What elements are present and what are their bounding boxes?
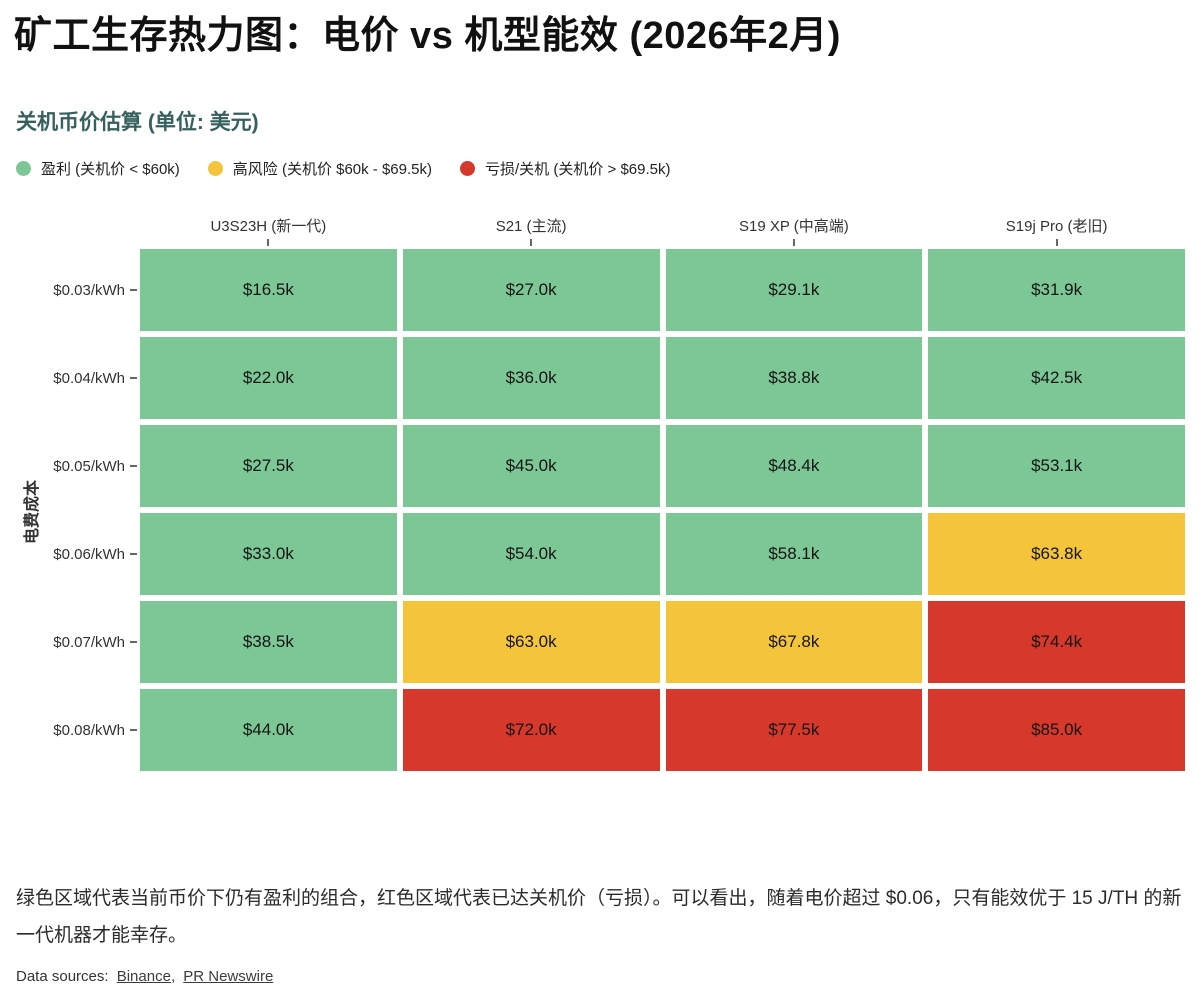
column-header: S21 (主流) xyxy=(400,212,663,246)
row-label: $0.06/kWh xyxy=(0,510,137,598)
heatmap-cell: $48.4k xyxy=(662,422,926,510)
heatmap-cell: $77.5k xyxy=(662,686,926,774)
legend-item: 亏损/关机 (关机价 > $69.5k) xyxy=(460,158,670,179)
row-label: $0.04/kWh xyxy=(0,334,137,422)
x-axis-tick xyxy=(792,239,795,246)
legend-label: 亏损/关机 (关机价 > $69.5k) xyxy=(485,161,671,178)
y-axis-tick xyxy=(130,641,137,643)
legend: 盈利 (关机价 < $60k) 高风险 (关机价 $60k - $69.5k) 亏损… xyxy=(16,158,670,179)
column-header-label: S19j Pro (老旧) xyxy=(1005,218,1108,235)
row-label: $0.08/kWh xyxy=(0,686,137,774)
footer-note: 绿色区域代表当前币价下仍有盈利的组合，红色区域代表已达关机价（亏损）。可以看出，… xyxy=(16,888,1182,947)
heatmap-cell: $67.8k xyxy=(662,598,926,686)
legend-item: 高风险 (关机价 $60k - $69.5k) xyxy=(207,158,433,179)
y-axis-tick xyxy=(130,289,137,291)
heatmap-cell: $36.0k xyxy=(399,334,663,422)
heatmap-cell: $53.1k xyxy=(925,422,1188,510)
heatmap-cell: $85.0k xyxy=(925,686,1188,774)
heatmap-cell: $63.8k xyxy=(925,510,1188,598)
y-axis-tick xyxy=(130,465,137,467)
column-header: S19 XP (中高端) xyxy=(663,212,926,246)
y-axis-tick xyxy=(130,377,137,379)
heatmap-cell: $72.0k xyxy=(399,686,663,774)
heatmap-cell: $33.0k xyxy=(137,510,400,598)
heatmap-cell: $63.0k xyxy=(399,598,663,686)
row-label-text: $0.08/kWh xyxy=(53,721,125,739)
heatmap-cell: $38.8k xyxy=(662,334,926,422)
row-label-text: $0.06/kWh xyxy=(53,545,125,563)
heatmap-grid: U3S23H (新一代) S21 (主流) S19 XP (中高端) S19j Pro… xyxy=(0,212,1188,774)
heatmap-cell: $58.1k xyxy=(662,510,926,598)
row-label-text: $0.05/kWh xyxy=(53,457,125,475)
row-label: $0.03/kWh xyxy=(0,246,137,334)
sources-separator: , xyxy=(170,968,176,985)
heatmap-chart: U3S23H (新一代) S21 (主流) S19 XP (中高端) S19j Pro… xyxy=(0,212,1188,774)
row-label: $0.07/kWh xyxy=(0,598,137,686)
x-axis-tick xyxy=(267,239,270,246)
column-header-label: U3S23H (新一代) xyxy=(210,218,327,235)
heatmap-cell: $54.0k xyxy=(399,510,663,598)
chart-subtitle: 关机币价估算 (单位: 美元) xyxy=(16,111,259,134)
heatmap-cell: $27.0k xyxy=(399,246,663,334)
row-label-text: $0.03/kWh xyxy=(53,281,125,299)
heatmap-cell: $42.5k xyxy=(925,334,1188,422)
heatmap-cell: $22.0k xyxy=(137,334,400,422)
source-link-binance[interactable]: Binance xyxy=(116,968,171,985)
heatmap-cell: $74.4k xyxy=(925,598,1188,686)
legend-dot-risk-icon xyxy=(207,161,223,176)
sources-prefix: Data sources: xyxy=(16,968,109,985)
legend-label: 高风险 (关机价 $60k - $69.5k) xyxy=(232,161,433,178)
heatmap-cell: $29.1k xyxy=(662,246,926,334)
heatmap-cell: $16.5k xyxy=(137,246,400,334)
source-link-prnewswire[interactable]: PR Newswire xyxy=(183,968,274,985)
row-label-text: $0.07/kWh xyxy=(53,633,125,651)
axis-corner xyxy=(0,212,137,246)
legend-item: 盈利 (关机价 < $60k) xyxy=(16,158,180,179)
heatmap-cell: $45.0k xyxy=(399,422,663,510)
column-header: S19j Pro (老旧) xyxy=(925,212,1188,246)
heatmap-cell: $31.9k xyxy=(925,246,1188,334)
row-label-text: $0.04/kWh xyxy=(53,369,125,387)
legend-dot-profit-icon xyxy=(16,161,31,176)
heatmap-cell: $44.0k xyxy=(137,686,400,774)
legend-label: 盈利 (关机价 < $60k) xyxy=(41,161,180,178)
data-sources: Data sources: Binance, PR Newswire xyxy=(16,968,273,985)
heatmap-cell: $38.5k xyxy=(137,598,400,686)
column-header-label: S19 XP (中高端) xyxy=(738,218,849,235)
y-axis-tick xyxy=(130,553,137,555)
page-title: 矿工生存热力图：电价 vs 机型能效 (2026年2月) xyxy=(14,15,841,57)
row-label: $0.05/kWh xyxy=(0,422,137,510)
column-header: U3S23H (新一代) xyxy=(137,212,400,246)
y-axis-tick xyxy=(130,729,137,731)
legend-dot-loss-icon xyxy=(460,161,476,176)
heatmap-cell: $27.5k xyxy=(137,422,400,510)
x-axis-tick xyxy=(1055,239,1058,246)
x-axis-tick xyxy=(530,239,533,246)
column-header-label: S21 (主流) xyxy=(495,218,567,235)
